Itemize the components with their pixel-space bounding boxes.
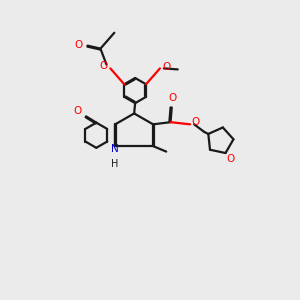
Text: O: O xyxy=(191,117,199,128)
Text: N: N xyxy=(111,144,119,154)
Text: O: O xyxy=(74,40,83,50)
Text: O: O xyxy=(163,62,171,72)
Text: O: O xyxy=(99,61,108,71)
Text: O: O xyxy=(226,154,235,164)
Text: O: O xyxy=(73,106,81,116)
Text: H: H xyxy=(112,159,119,169)
Text: O: O xyxy=(169,93,177,103)
